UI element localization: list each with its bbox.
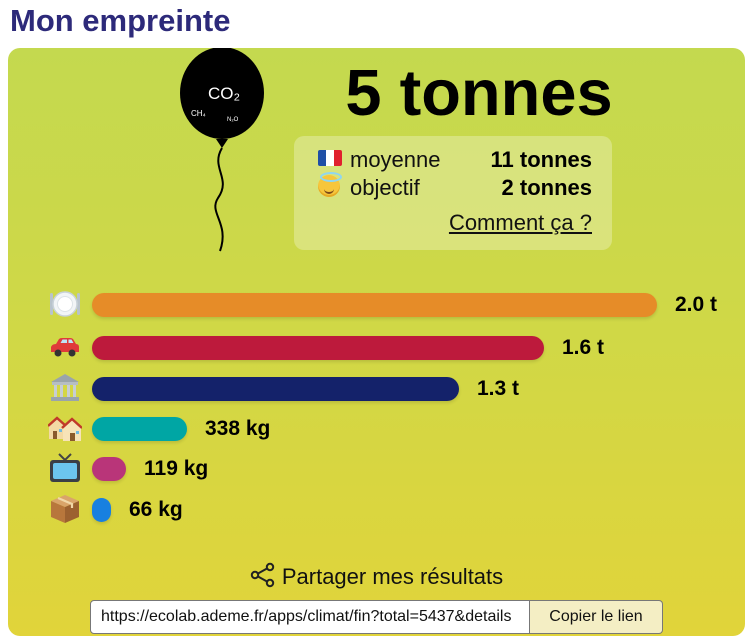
ch4-label: CH₄ [191, 109, 206, 118]
category-value: 338 kg [205, 417, 271, 440]
smiling-halo-face-icon [318, 172, 342, 203]
co2-balloon-icon: CO₂ CH₄ N₂O [180, 48, 264, 252]
comparison-label: objectif [350, 175, 420, 200]
category-row-transport[interactable]: 1.6 t [48, 330, 738, 366]
co2-label: CO₂ [208, 84, 240, 103]
category-row-digital[interactable]: 119 kg [48, 451, 738, 487]
comparison-label: moyenne [350, 147, 441, 172]
french-flag-icon [318, 147, 342, 172]
comparison-average: moyenne 11 tonnes [318, 146, 592, 174]
category-row-goods[interactable]: 66 kg [48, 492, 738, 528]
television-icon [48, 451, 82, 485]
footprint-card: CO₂ CH₄ N₂O 5 tonnes moyenne 11 tonnes o… [8, 48, 745, 636]
share-icon [250, 562, 275, 588]
share-label: Partager mes résultats [281, 564, 504, 589]
share-url-input[interactable] [90, 600, 530, 634]
category-bar [92, 377, 459, 401]
page-title: Mon empreinte [10, 3, 231, 38]
category-value: 1.3 t [477, 377, 520, 400]
category-row-food[interactable]: 2.0 t [48, 287, 738, 323]
category-row-public-services[interactable]: 1.3 t [48, 371, 738, 407]
category-bar [92, 417, 187, 441]
comparison-value: 2 tonnes [501, 175, 592, 200]
category-bar [92, 498, 111, 522]
category-value: 119 kg [144, 457, 209, 480]
comparison-box: moyenne 11 tonnes objectif 2 tonnes Comm… [294, 136, 612, 250]
copy-link-button[interactable]: Copier le lien [530, 600, 663, 634]
share-results-button[interactable]: Partager mes résultats [8, 562, 745, 590]
comparison-target: objectif 2 tonnes [318, 172, 592, 203]
category-bar [92, 457, 126, 481]
category-value: 1.6 t [562, 336, 605, 359]
category-bar [92, 336, 544, 360]
total-footprint: 5 tonnes [345, 56, 613, 129]
public-building-icon [48, 371, 82, 405]
n2o-label: N₂O [227, 117, 239, 123]
category-bar [92, 293, 657, 317]
category-row-housing[interactable]: 338 kg [48, 411, 738, 447]
category-value: 2.0 t [675, 293, 718, 316]
comparison-value: 11 tonnes [490, 147, 592, 172]
houses-icon [48, 411, 82, 445]
plate-cutlery-icon [48, 287, 82, 321]
how-link[interactable]: Comment ça ? [448, 210, 592, 235]
car-icon [48, 330, 82, 364]
category-value: 66 kg [129, 498, 183, 521]
package-icon [48, 492, 82, 526]
